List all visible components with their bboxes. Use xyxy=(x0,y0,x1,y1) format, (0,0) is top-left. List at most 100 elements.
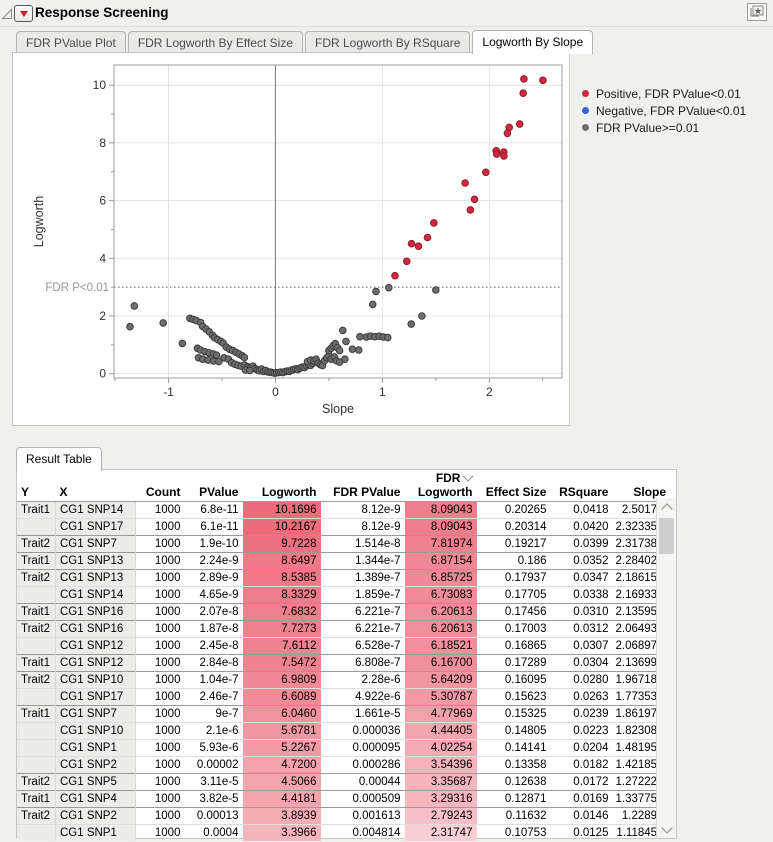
cell-fdr_logworth: 6.85725 xyxy=(405,569,478,587)
legend-label: Negative, FDR PValue<0.01 xyxy=(596,103,747,118)
scatter-point[interactable] xyxy=(159,319,167,327)
result-table-panel: Y X Count PValue Logworth FDR PValue FDR Logwor… xyxy=(16,469,677,841)
table-row[interactable]: Trait2 CG1 SNP5 1000 3.11e-5 4.5066 0.00044 3.… xyxy=(17,773,672,791)
tab-fdr-logworth-by-effect-size[interactable]: FDR Logworth By Effect Size xyxy=(127,31,303,53)
scatter-point[interactable] xyxy=(519,89,528,98)
scatter-point[interactable] xyxy=(500,152,508,160)
table-scrollbar[interactable] xyxy=(656,498,676,838)
chevron-down-icon xyxy=(660,821,673,834)
scatter-point[interactable] xyxy=(539,76,547,85)
table-row[interactable]: Trait1 CG1 SNP14 1000 6.8e-11 10.1696 8.12e-9… xyxy=(17,501,672,519)
scatter-point[interactable] xyxy=(423,233,432,242)
table-row[interactable]: Trait1 CG1 SNP13 1000 2.24e-9 8.6497 1.344e-7… xyxy=(17,552,672,570)
scatter-point[interactable] xyxy=(246,366,254,375)
column-header-label: Logworth xyxy=(417,485,473,499)
scatter-point[interactable] xyxy=(520,75,528,83)
scatter-point[interactable] xyxy=(240,353,249,362)
scatter-point[interactable] xyxy=(342,337,350,346)
table-row[interactable]: CG1 SNP1 1000 5.93e-6 5.2267 0.000095 4.02254… xyxy=(17,739,672,757)
scatter-point[interactable] xyxy=(470,195,479,204)
legend-item[interactable]: Positive, FDR PValue<0.01 xyxy=(582,85,746,102)
scroll-down-button[interactable] xyxy=(657,821,676,838)
scrollbar-thumb[interactable] xyxy=(659,518,674,554)
table-row[interactable]: Trait1 CG1 SNP16 1000 2.07e-8 7.6832 6.221e-7… xyxy=(17,603,672,621)
scatter-point[interactable] xyxy=(414,242,423,250)
table-row[interactable]: Trait1 CG1 SNP4 1000 3.82e-5 4.4181 0.000509 3… xyxy=(17,790,672,808)
scatter-point[interactable] xyxy=(348,345,357,354)
scatter-point[interactable] xyxy=(126,322,134,331)
cell-effect_size: 0.17937 xyxy=(477,569,552,587)
column-header-fdr_logworth[interactable]: FDR Logworth xyxy=(405,470,478,502)
scatter-point[interactable] xyxy=(215,357,223,366)
legend-label: Positive, FDR PValue<0.01 xyxy=(596,86,741,101)
scatter-point[interactable] xyxy=(515,120,524,128)
tab-result-table[interactable]: Result Table xyxy=(16,447,102,471)
cell-rsquare: 0.0352 xyxy=(551,552,614,570)
scatter-point[interactable] xyxy=(492,150,501,158)
column-header-x[interactable]: X xyxy=(55,470,136,502)
scatter-point[interactable] xyxy=(407,239,416,248)
scatter-point[interactable] xyxy=(461,179,469,187)
column-header-slope[interactable]: Slope xyxy=(613,470,672,502)
column-header-count[interactable]: Count xyxy=(135,470,186,502)
cell-y: Trait1 xyxy=(17,552,56,570)
tab-fdr-logworth-by-rsquare[interactable]: FDR Logworth By RSquare xyxy=(305,31,471,53)
table-row[interactable]: Trait2 CG1 SNP2 1000 0.00013 3.8939 0.001613 2… xyxy=(17,807,672,825)
table-row[interactable]: CG1 SNP17 1000 2.46e-7 6.6089 4.922e-6 5.3078… xyxy=(17,688,672,706)
table-row[interactable]: Trait2 CG1 SNP13 1000 2.89e-9 8.5385 1.389e-7… xyxy=(17,569,672,587)
scatter-point[interactable] xyxy=(341,355,349,364)
table-row[interactable]: Trait2 CG1 SNP10 1000 1.04e-7 6.9809 2.28e-6 5… xyxy=(17,671,672,689)
scatter-point[interactable] xyxy=(335,346,344,355)
scatter-point[interactable] xyxy=(130,302,139,310)
column-header-logworth[interactable]: Logworth xyxy=(243,470,322,502)
scatter-point[interactable] xyxy=(407,320,416,328)
cell-count: 1000 xyxy=(135,739,186,757)
tab-logworth-by-slope[interactable]: Logworth By Slope xyxy=(472,30,594,54)
legend-item[interactable]: Negative, FDR PValue<0.01 xyxy=(582,102,746,119)
table-row[interactable]: CG1 SNP14 1000 4.65e-9 8.3329 1.859e-7 6.7308… xyxy=(17,586,672,604)
red-triangle-menu-button[interactable] xyxy=(14,5,33,22)
cell-effect_size: 0.16095 xyxy=(477,671,552,689)
column-header-effect_size[interactable]: Effect Size xyxy=(477,470,552,502)
scatter-point[interactable] xyxy=(403,257,411,266)
table-row[interactable]: CG1 SNP2 1000 0.00002 4.7200 0.000286 3.54396… xyxy=(17,756,672,774)
column-header-y[interactable]: Y xyxy=(17,470,56,502)
table-row[interactable]: CG1 SNP10 1000 2.1e-6 5.6781 0.000036 4.44405… xyxy=(17,722,672,740)
legend-item[interactable]: FDR PValue>=0.01 xyxy=(582,119,746,136)
table-row[interactable]: CG1 SNP1 1000 0.0004 3.3966 0.004814 2.31747 0… xyxy=(17,824,672,841)
scatter-point[interactable] xyxy=(482,168,490,177)
column-header-pvalue[interactable]: PValue xyxy=(185,470,244,502)
scatter-point[interactable] xyxy=(355,346,363,354)
cell-effect_size: 0.11632 xyxy=(477,807,552,825)
scatter-point[interactable] xyxy=(212,351,221,360)
cell-rsquare: 0.0420 xyxy=(551,518,614,536)
tab-fdr-pvalue-plot[interactable]: FDR PValue Plot xyxy=(16,31,126,53)
scatter-point[interactable] xyxy=(430,219,438,227)
table-row[interactable]: Trait2 CG1 SNP7 1000 1.9e-10 9.7228 1.514e-8 7… xyxy=(17,535,672,553)
scatter-point[interactable] xyxy=(391,271,399,280)
table-row[interactable]: Trait1 CG1 SNP7 1000 9e-7 6.0460 1.661e-5 4.77… xyxy=(17,705,672,723)
scatter-point[interactable] xyxy=(372,287,380,296)
column-header-fdr_pvalue[interactable]: FDR PValue xyxy=(321,470,406,502)
scroll-up-button[interactable] xyxy=(657,498,676,515)
cell-fdr_logworth: 2.79243 xyxy=(405,807,478,825)
table-row[interactable]: CG1 SNP17 1000 6.1e-11 10.2167 8.12e-9 8.0904… xyxy=(17,518,672,536)
scatter-point[interactable] xyxy=(339,326,347,335)
logworth-by-slope-plot[interactable]: FDR P<0.01 -1 0 1 2 0 2 4 6 8 10 Slope Logworth xyxy=(13,53,569,425)
cell-rsquare: 0.0312 xyxy=(551,620,614,638)
scatter-point[interactable] xyxy=(178,339,187,348)
scatter-point[interactable] xyxy=(368,300,377,309)
scatter-point[interactable] xyxy=(383,333,392,342)
table-row[interactable]: Trait1 CG1 SNP12 1000 2.84e-8 7.5472 6.808e-7… xyxy=(17,654,672,672)
collapse-triangle-icon[interactable] xyxy=(1,8,13,20)
scatter-point[interactable] xyxy=(466,206,475,214)
scatter-point[interactable] xyxy=(418,312,426,320)
scatter-point[interactable] xyxy=(356,332,364,341)
scatter-point[interactable] xyxy=(432,286,440,294)
scatter-point[interactable] xyxy=(385,283,393,292)
window-star-icon[interactable] xyxy=(747,3,767,21)
column-header-rsquare[interactable]: RSquare xyxy=(551,470,614,502)
table-row[interactable]: CG1 SNP12 1000 2.45e-8 7.6112 6.528e-7 6.1852… xyxy=(17,637,672,655)
table-row[interactable]: Trait2 CG1 SNP16 1000 1.87e-8 7.7273 6.221e-7… xyxy=(17,620,672,638)
scatter-point[interactable] xyxy=(503,129,512,138)
